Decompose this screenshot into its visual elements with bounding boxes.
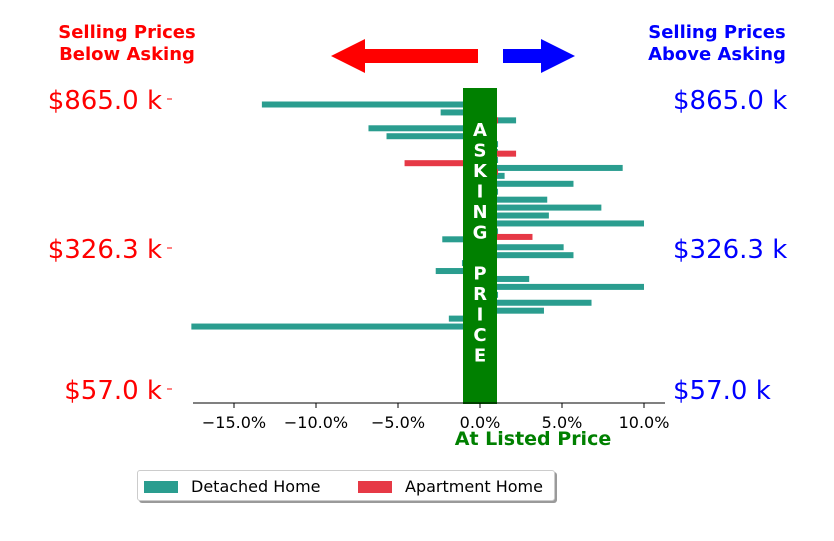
bar-detached — [480, 212, 549, 219]
legend-item-apartment: Apartment Home — [358, 477, 543, 496]
bar-detached — [440, 109, 480, 116]
asking-price-band — [463, 88, 497, 404]
bar-detached — [480, 307, 544, 314]
bar-detached — [386, 133, 480, 140]
x-tick-label: −10.0% — [284, 413, 348, 432]
legend: Detached Home Apartment Home — [137, 470, 555, 501]
bar-detached — [480, 275, 530, 282]
bar-apartment — [404, 160, 480, 167]
y-tick-label-left: $865.0 k — [48, 86, 162, 116]
legend-label-detached: Detached Home — [191, 477, 321, 496]
band-letter: R — [473, 284, 487, 305]
y-tick-label-left: $57.0 k — [64, 376, 162, 406]
left-title-line1: Selling Prices — [58, 22, 195, 43]
y-tick-label-right: $326.3 k — [673, 235, 787, 265]
band-letter: I — [477, 305, 484, 326]
band-letter: A — [473, 120, 487, 141]
bar-detached — [442, 236, 480, 243]
bar-detached — [368, 125, 480, 132]
band-letter: G — [473, 223, 488, 244]
bar-detached — [480, 164, 623, 171]
band-letter: C — [473, 325, 486, 346]
legend-label-apartment: Apartment Home — [405, 477, 543, 496]
band-letter: S — [474, 141, 487, 162]
y-tick-labels-left: $865.0 k $326.3 k $57.0 k — [48, 86, 172, 406]
bar-detached — [480, 283, 644, 290]
y-tick-labels-right: $865.0 k $326.3 k $57.0 k — [673, 86, 787, 406]
bar-detached — [480, 252, 574, 259]
band-letter: K — [473, 161, 488, 182]
bar-detached — [480, 196, 548, 203]
legend-swatch-apartment — [358, 480, 392, 493]
bar-detached — [261, 101, 480, 108]
band-letter: I — [477, 182, 484, 203]
bar-detached — [480, 204, 602, 211]
right-arrow-icon — [503, 39, 575, 73]
x-tick-label: −5.0% — [371, 413, 425, 432]
x-ticks: −15.0% −10.0% −5.0% 0.0% 5.0% 10.0% — [202, 403, 670, 432]
y-tick-label-right: $57.0 k — [673, 376, 771, 406]
y-tick-label-right: $865.0 k — [673, 86, 787, 116]
right-title-line1: Selling Prices — [648, 22, 785, 43]
band-letter: P — [473, 264, 486, 285]
x-tick-label: 0.0% — [460, 413, 501, 432]
x-tick-label: 10.0% — [619, 413, 670, 432]
bar-detached — [480, 299, 592, 306]
bar-detached — [480, 244, 564, 251]
bar-detached — [480, 220, 644, 227]
left-title-line2: Below Asking — [59, 44, 195, 65]
right-title-line2: Above Asking — [648, 44, 786, 65]
y-tick-label-left: $326.3 k — [48, 235, 162, 265]
bar-detached — [191, 323, 481, 330]
x-axis-label: At Listed Price — [455, 428, 611, 450]
bar-apartment — [480, 233, 533, 240]
legend-swatch-detached — [144, 480, 178, 493]
left-arrow-icon — [331, 39, 478, 73]
bar-apartment — [480, 150, 517, 157]
bar-detached — [480, 180, 574, 187]
bar-detached — [435, 268, 480, 275]
x-tick-label: −15.0% — [202, 413, 266, 432]
band-letter: N — [472, 202, 487, 223]
band-letter: E — [474, 346, 486, 367]
bars-group — [191, 101, 644, 330]
x-tick-label: 5.0% — [542, 413, 583, 432]
legend-item-detached: Detached Home — [144, 477, 321, 496]
